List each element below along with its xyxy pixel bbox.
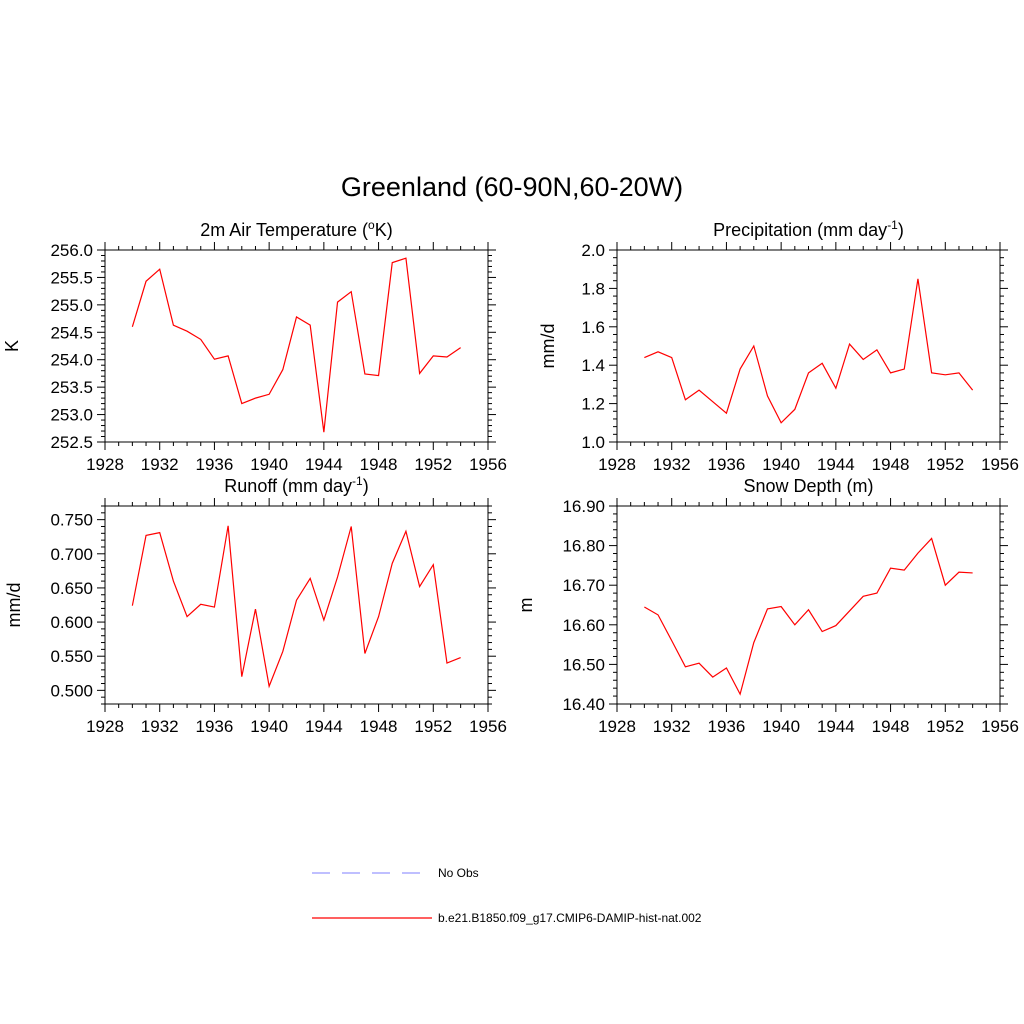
panel-title: 2m Air Temperature (oK) — [200, 218, 392, 240]
x-tick-label: 1944 — [817, 455, 855, 474]
y-tick-label: 0.550 — [50, 647, 93, 666]
panel-title-superscript: -1 — [352, 474, 363, 488]
x-tick-label: 1956 — [981, 717, 1019, 736]
y-tick-label: 254.5 — [50, 323, 93, 342]
panel-title: Precipitation (mm day-1) — [713, 218, 904, 240]
series-line — [131, 257, 461, 433]
y-axis-label: mm/d — [4, 583, 24, 628]
x-tick-label: 1928 — [598, 455, 636, 474]
x-tick-label: 1936 — [708, 455, 746, 474]
x-tick-label: 1944 — [305, 455, 343, 474]
panel-title-superscript: o — [368, 218, 375, 232]
y-tick-label: 253.0 — [50, 406, 93, 425]
x-tick-label: 1932 — [653, 717, 691, 736]
y-tick-label: 0.650 — [50, 579, 93, 598]
x-tick-label: 1956 — [981, 455, 1019, 474]
y-tick-label: 16.50 — [562, 655, 605, 674]
panels-group: 2m Air Temperature (oK) K 1928 1932 1936 1940… — [2, 218, 1019, 736]
panel-title-main: Snow Depth (m) — [743, 476, 873, 496]
x-tick-label: 1940 — [250, 455, 288, 474]
panel-title-main: Runoff (mm day — [224, 476, 352, 496]
y-tick-label: 252.5 — [50, 433, 93, 452]
x-tick-label: 1952 — [414, 455, 452, 474]
x-tick-label: 1928 — [86, 717, 124, 736]
x-tick-label: 1952 — [926, 455, 964, 474]
x-tick-label: 1948 — [360, 455, 398, 474]
y-tick-label: 16.60 — [562, 616, 605, 635]
panel-temperature: 2m Air Temperature (oK) K 1928 1932 1936 1940… — [2, 218, 507, 474]
y-tick-label: 16.40 — [562, 695, 605, 714]
panel-title-suffix: ) — [363, 476, 369, 496]
panel-title-suffix: ) — [898, 220, 904, 240]
legend-label: No Obs — [438, 866, 479, 880]
y-axis-label: m — [516, 598, 536, 613]
x-tick-label: 1948 — [872, 455, 910, 474]
y-tick-label: 1.8 — [581, 279, 605, 298]
series-line — [644, 278, 974, 424]
legend-label: b.e21.B1850.f09_g17.CMIP6-DAMIP-hist-nat… — [438, 911, 702, 925]
x-tick-label: 1944 — [817, 717, 855, 736]
y-tick-label: 16.80 — [562, 537, 605, 556]
y-tick-label: 255.5 — [50, 268, 93, 287]
legend-item: b.e21.B1850.f09_g17.CMIP6-DAMIP-hist-nat… — [312, 911, 702, 925]
panel-runoff: Runoff (mm day-1) mm/d 1928 1932 1936 1940 194… — [4, 474, 507, 736]
panel-title-main: Precipitation (mm day — [713, 220, 887, 240]
y-tick-label: 254.0 — [50, 351, 93, 370]
x-tick-label: 1948 — [872, 717, 910, 736]
series-line — [644, 537, 973, 696]
y-tick-label: 2.0 — [581, 241, 605, 260]
x-tick-label: 1940 — [250, 717, 288, 736]
series-line — [131, 525, 461, 689]
y-tick-label: 255.0 — [50, 296, 93, 315]
legend: No Obs b.e21.B1850.f09_g17.CMIP6-DAMIP-hi… — [312, 866, 702, 925]
y-tick-label: 16.90 — [562, 497, 605, 516]
x-tick-label: 1936 — [196, 717, 234, 736]
y-tick-label: 16.70 — [562, 576, 605, 595]
x-tick-label: 1932 — [141, 455, 179, 474]
panel-precipitation: Precipitation (mm day-1) mm/d 1928 1932 1936… — [538, 218, 1019, 474]
x-tick-label: 1956 — [469, 455, 507, 474]
x-tick-label: 1932 — [141, 717, 179, 736]
y-tick-label: 1.6 — [581, 318, 605, 337]
panel-snow-depth: Snow Depth (m) m 1928 1932 1936 1940 1944 1948 1… — [516, 476, 1019, 736]
x-tick-label: 1940 — [762, 455, 800, 474]
y-tick-label: 1.2 — [581, 395, 605, 414]
y-tick-label: 256.0 — [50, 241, 93, 260]
y-tick-label: 1.0 — [581, 433, 605, 452]
panel-title-suffix: K) — [375, 220, 393, 240]
x-tick-label: 1956 — [469, 717, 507, 736]
x-tick-label: 1940 — [762, 717, 800, 736]
x-tick-label: 1928 — [86, 455, 124, 474]
legend-item: No Obs — [312, 866, 479, 880]
y-tick-label: 0.500 — [50, 681, 93, 700]
x-tick-label: 1948 — [360, 717, 398, 736]
y-tick-label: 1.4 — [581, 356, 605, 375]
y-axis-label: mm/d — [538, 324, 558, 369]
y-tick-label: 0.700 — [50, 545, 93, 564]
panel-title: Snow Depth (m) — [743, 476, 873, 496]
x-tick-label: 1936 — [196, 455, 234, 474]
y-tick-label: 253.5 — [50, 378, 93, 397]
x-tick-label: 1952 — [414, 717, 452, 736]
x-tick-label: 1936 — [708, 717, 746, 736]
panel-title-superscript: -1 — [887, 218, 898, 232]
y-tick-label: 0.750 — [50, 511, 93, 530]
panel-title: Runoff (mm day-1) — [224, 474, 368, 496]
x-tick-label: 1928 — [598, 717, 636, 736]
x-tick-label: 1952 — [926, 717, 964, 736]
x-tick-label: 1932 — [653, 455, 691, 474]
figure-title: Greenland (60-90N,60-20W) — [341, 172, 683, 202]
x-tick-label: 1944 — [305, 717, 343, 736]
y-axis-label: K — [2, 340, 22, 352]
y-tick-label: 0.600 — [50, 613, 93, 632]
panel-title-main: 2m Air Temperature ( — [200, 220, 368, 240]
